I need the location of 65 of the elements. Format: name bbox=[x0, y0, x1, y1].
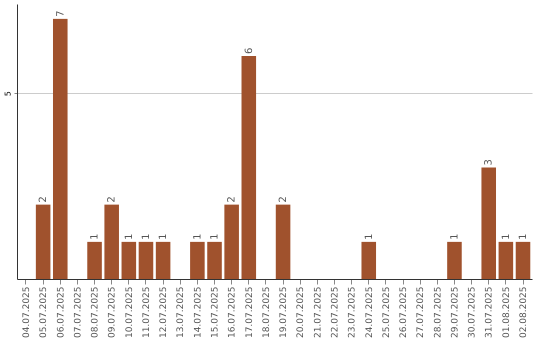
y-tick-label: 5 bbox=[4, 91, 12, 96]
x-tick-label: 10.07.2025 bbox=[124, 286, 135, 338]
data-label: 1 bbox=[158, 233, 170, 240]
x-tick-label: 02.08.2025 bbox=[519, 286, 530, 338]
x-tick-label: 30.07.2025 bbox=[468, 286, 478, 338]
bar bbox=[447, 242, 462, 279]
data-label: 7 bbox=[55, 10, 66, 17]
data-label: 1 bbox=[210, 233, 221, 240]
data-label: 3 bbox=[484, 159, 495, 166]
data-label: 1 bbox=[192, 233, 204, 240]
x-tick-label: 28.07.2025 bbox=[433, 286, 444, 338]
x-tick-label: 26.07.2025 bbox=[399, 286, 410, 338]
data-label: 1 bbox=[500, 233, 512, 240]
x-tick-label: 05.07.2025 bbox=[39, 286, 50, 338]
bar bbox=[224, 204, 239, 279]
data-label: 2 bbox=[226, 196, 238, 203]
data-label: 1 bbox=[364, 233, 375, 240]
x-tick-label: 12.07.2025 bbox=[159, 286, 170, 338]
x-tick-label: 31.07.2025 bbox=[484, 286, 495, 338]
bar bbox=[104, 204, 119, 279]
x-tick-label: 24.07.2025 bbox=[364, 286, 375, 338]
x-tick-label: 22.07.2025 bbox=[330, 286, 340, 338]
bar bbox=[516, 242, 530, 279]
x-tick-label: 20.07.2025 bbox=[296, 286, 306, 338]
x-tick-label: 16.07.2025 bbox=[228, 286, 238, 338]
x-tick-label: 04.07.2025 bbox=[22, 286, 32, 338]
bar bbox=[156, 242, 170, 279]
bar bbox=[481, 168, 496, 279]
x-tick-label: 06.07.2025 bbox=[56, 286, 66, 338]
x-tick-label: 21.07.2025 bbox=[313, 286, 324, 338]
x-tick-label: 07.07.2025 bbox=[73, 286, 84, 338]
data-label: 1 bbox=[124, 233, 135, 240]
data-label: 6 bbox=[244, 48, 255, 54]
x-tick-label: 11.07.2025 bbox=[142, 286, 152, 338]
bar bbox=[242, 56, 256, 279]
x-tick-label: 27.07.2025 bbox=[416, 286, 426, 338]
x-tick-label: 18.07.2025 bbox=[262, 286, 272, 338]
bar bbox=[52, 18, 68, 279]
bar bbox=[190, 242, 205, 279]
x-tick-label: 09.07.2025 bbox=[108, 286, 118, 338]
x-tick-label: 25.07.2025 bbox=[382, 286, 392, 338]
bar bbox=[498, 242, 514, 279]
x-tick-label: 08.07.2025 bbox=[90, 286, 101, 338]
bar bbox=[361, 242, 376, 279]
x-tick-label: 01.08.2025 bbox=[502, 286, 512, 338]
bar bbox=[122, 242, 136, 279]
data-label: 2 bbox=[38, 196, 50, 203]
x-tick-label: 14.07.2025 bbox=[193, 286, 204, 338]
x-tick-label: 19.07.2025 bbox=[279, 286, 290, 338]
bar bbox=[138, 242, 154, 279]
data-label: 1 bbox=[90, 233, 101, 240]
bar bbox=[207, 242, 222, 279]
data-label: 2 bbox=[278, 196, 290, 203]
x-tick-label: 17.07.2025 bbox=[244, 286, 255, 338]
bar bbox=[276, 204, 290, 279]
x-tick-label: 13.07.2025 bbox=[176, 286, 186, 338]
bar bbox=[87, 242, 102, 279]
data-label: 1 bbox=[140, 233, 152, 240]
x-tick-label: 15.07.2025 bbox=[210, 286, 221, 338]
x-tick-label: 23.07.2025 bbox=[348, 286, 358, 338]
data-label: 1 bbox=[449, 233, 460, 240]
data-label: 1 bbox=[518, 233, 530, 240]
x-tick-label: 29.07.2025 bbox=[450, 286, 460, 338]
bar bbox=[36, 204, 50, 279]
data-label: 2 bbox=[106, 196, 118, 203]
